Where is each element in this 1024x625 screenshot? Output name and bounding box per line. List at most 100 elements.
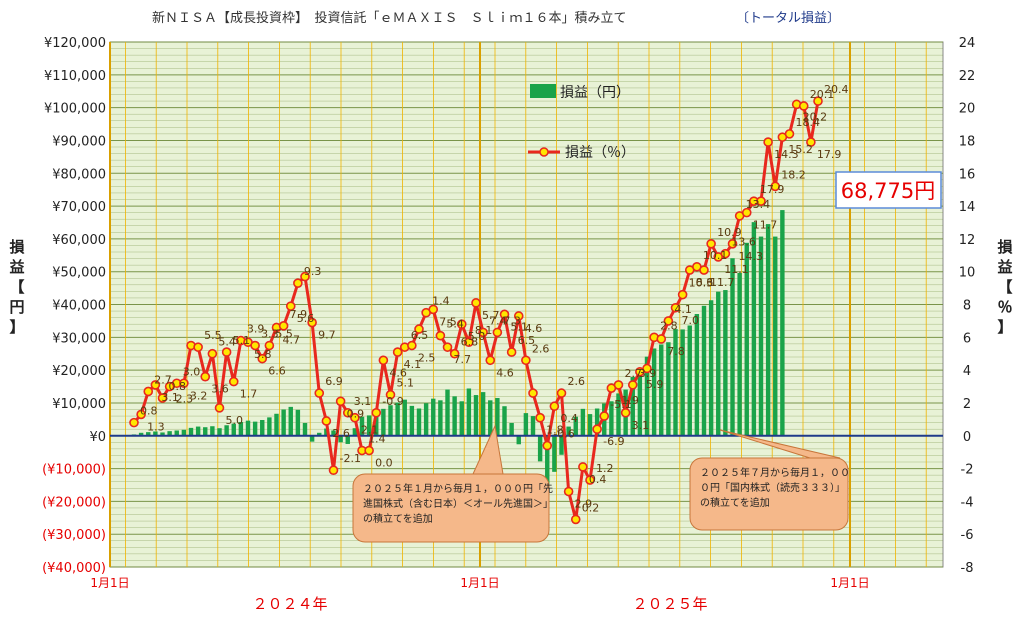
- line-point: [741, 207, 752, 218]
- data-label: 5.1: [397, 377, 415, 390]
- line-point: [585, 475, 595, 485]
- data-label: 4.6: [389, 366, 407, 379]
- line-point: [549, 401, 560, 412]
- data-label: -6.9: [603, 435, 624, 448]
- bar: [502, 406, 507, 436]
- line-point: [456, 319, 467, 329]
- bar: [651, 348, 657, 436]
- bar: [188, 427, 194, 436]
- data-label: 1.7: [240, 388, 258, 401]
- annotations: ２０２５年１月から毎月１，０００円「先進国株式（含む日本）＜オール先進国＞」の積…: [352, 171, 942, 543]
- data-label: 0.8: [169, 380, 187, 393]
- bar: [473, 395, 479, 436]
- line-point: [784, 129, 795, 139]
- data-label: 7.4: [489, 314, 507, 327]
- bar: [224, 425, 229, 436]
- left-tick-label: ¥120,000: [44, 36, 106, 51]
- bar: [231, 423, 236, 436]
- bar: [138, 432, 144, 436]
- data-label: -5.1: [610, 398, 631, 411]
- data-label: 3.1: [161, 391, 179, 404]
- data-label: 4.1: [404, 358, 422, 371]
- data-label: 6.9: [325, 375, 343, 388]
- bar: [374, 411, 379, 436]
- bar: [552, 435, 557, 472]
- data-label: 3.1: [354, 395, 372, 408]
- bar: [559, 435, 564, 455]
- line-point: [756, 196, 766, 206]
- data-label: 17.9: [760, 183, 785, 196]
- year-label: ２０２５年: [632, 595, 707, 613]
- data-label: 2.5: [418, 352, 436, 365]
- data-label: 2.7: [625, 367, 643, 380]
- data-label: 18.4: [796, 116, 821, 129]
- x-tick-label: 1月1日: [90, 576, 129, 590]
- right-tick-label: 18: [959, 134, 976, 149]
- data-label: 13.6: [731, 236, 756, 249]
- x-tick-label: 1月1日: [830, 576, 869, 590]
- left-tick-label: (¥10,000): [42, 463, 106, 478]
- bar: [659, 344, 664, 436]
- line-point: [200, 371, 211, 382]
- bar: [765, 224, 771, 436]
- data-label: 3.3: [261, 328, 279, 341]
- bar: [780, 210, 785, 436]
- left-tick-label: ¥50,000: [52, 266, 106, 281]
- line-point: [528, 388, 538, 398]
- bar: [609, 401, 614, 436]
- line-point: [720, 248, 731, 259]
- bar: [509, 422, 514, 436]
- bar: [516, 435, 521, 445]
- line-point: [307, 317, 317, 328]
- title-text: 新ＮＩＳＡ【成長投資枠】 投資信託「ｅＭＡＸＩＳ Ｓｌｉｍ１６本」積み立て: [152, 10, 627, 26]
- line-point: [570, 514, 581, 525]
- data-label: 1.2: [596, 462, 614, 475]
- bar: [637, 369, 643, 436]
- bar: [438, 400, 443, 436]
- line-point: [499, 309, 510, 320]
- data-label: 5.0: [468, 330, 486, 343]
- line-point: [763, 137, 773, 147]
- data-label: 3.9: [247, 323, 265, 336]
- line-point: [129, 417, 139, 428]
- callout-box: [689, 457, 849, 531]
- data-label: 18.2: [781, 168, 806, 181]
- callout-text: の積立てを追加: [700, 496, 770, 509]
- legend-bar-swatch: [530, 84, 556, 98]
- line-point: [506, 347, 517, 357]
- bar: [594, 408, 600, 436]
- left-tick-label: ¥20,000: [52, 364, 106, 379]
- bar: [530, 416, 536, 436]
- bar: [352, 428, 358, 436]
- line-point: [521, 355, 531, 366]
- data-label: 3.1: [632, 419, 650, 432]
- line-point: [193, 342, 203, 352]
- line-point: [314, 388, 325, 398]
- left-axis-title-char: 益: [9, 258, 24, 276]
- bar: [252, 421, 258, 436]
- bar: [480, 392, 486, 436]
- line-point: [150, 380, 161, 390]
- line-point: [414, 324, 424, 334]
- bar: [758, 236, 764, 436]
- bar: [281, 409, 286, 436]
- left-tick-label: ¥60,000: [52, 233, 106, 248]
- bar: [545, 435, 550, 486]
- line-point: [179, 378, 189, 389]
- bar: [402, 399, 407, 436]
- line-point: [535, 412, 545, 423]
- year-label: ２０２４年: [252, 595, 327, 613]
- data-label: 2.6: [532, 342, 550, 355]
- line-point: [563, 486, 574, 497]
- left-axis-title-char: 【: [9, 278, 24, 296]
- right-tick-label: 20: [959, 102, 976, 117]
- bar: [146, 432, 151, 436]
- line-point: [485, 355, 496, 366]
- line-point: [385, 389, 396, 400]
- data-label: 0.0: [375, 457, 393, 470]
- bar: [331, 430, 336, 436]
- bar: [687, 325, 692, 436]
- callout-text: ０円「国内株式（読売３３３）」: [700, 481, 845, 494]
- bar: [523, 413, 529, 436]
- bar: [210, 426, 215, 436]
